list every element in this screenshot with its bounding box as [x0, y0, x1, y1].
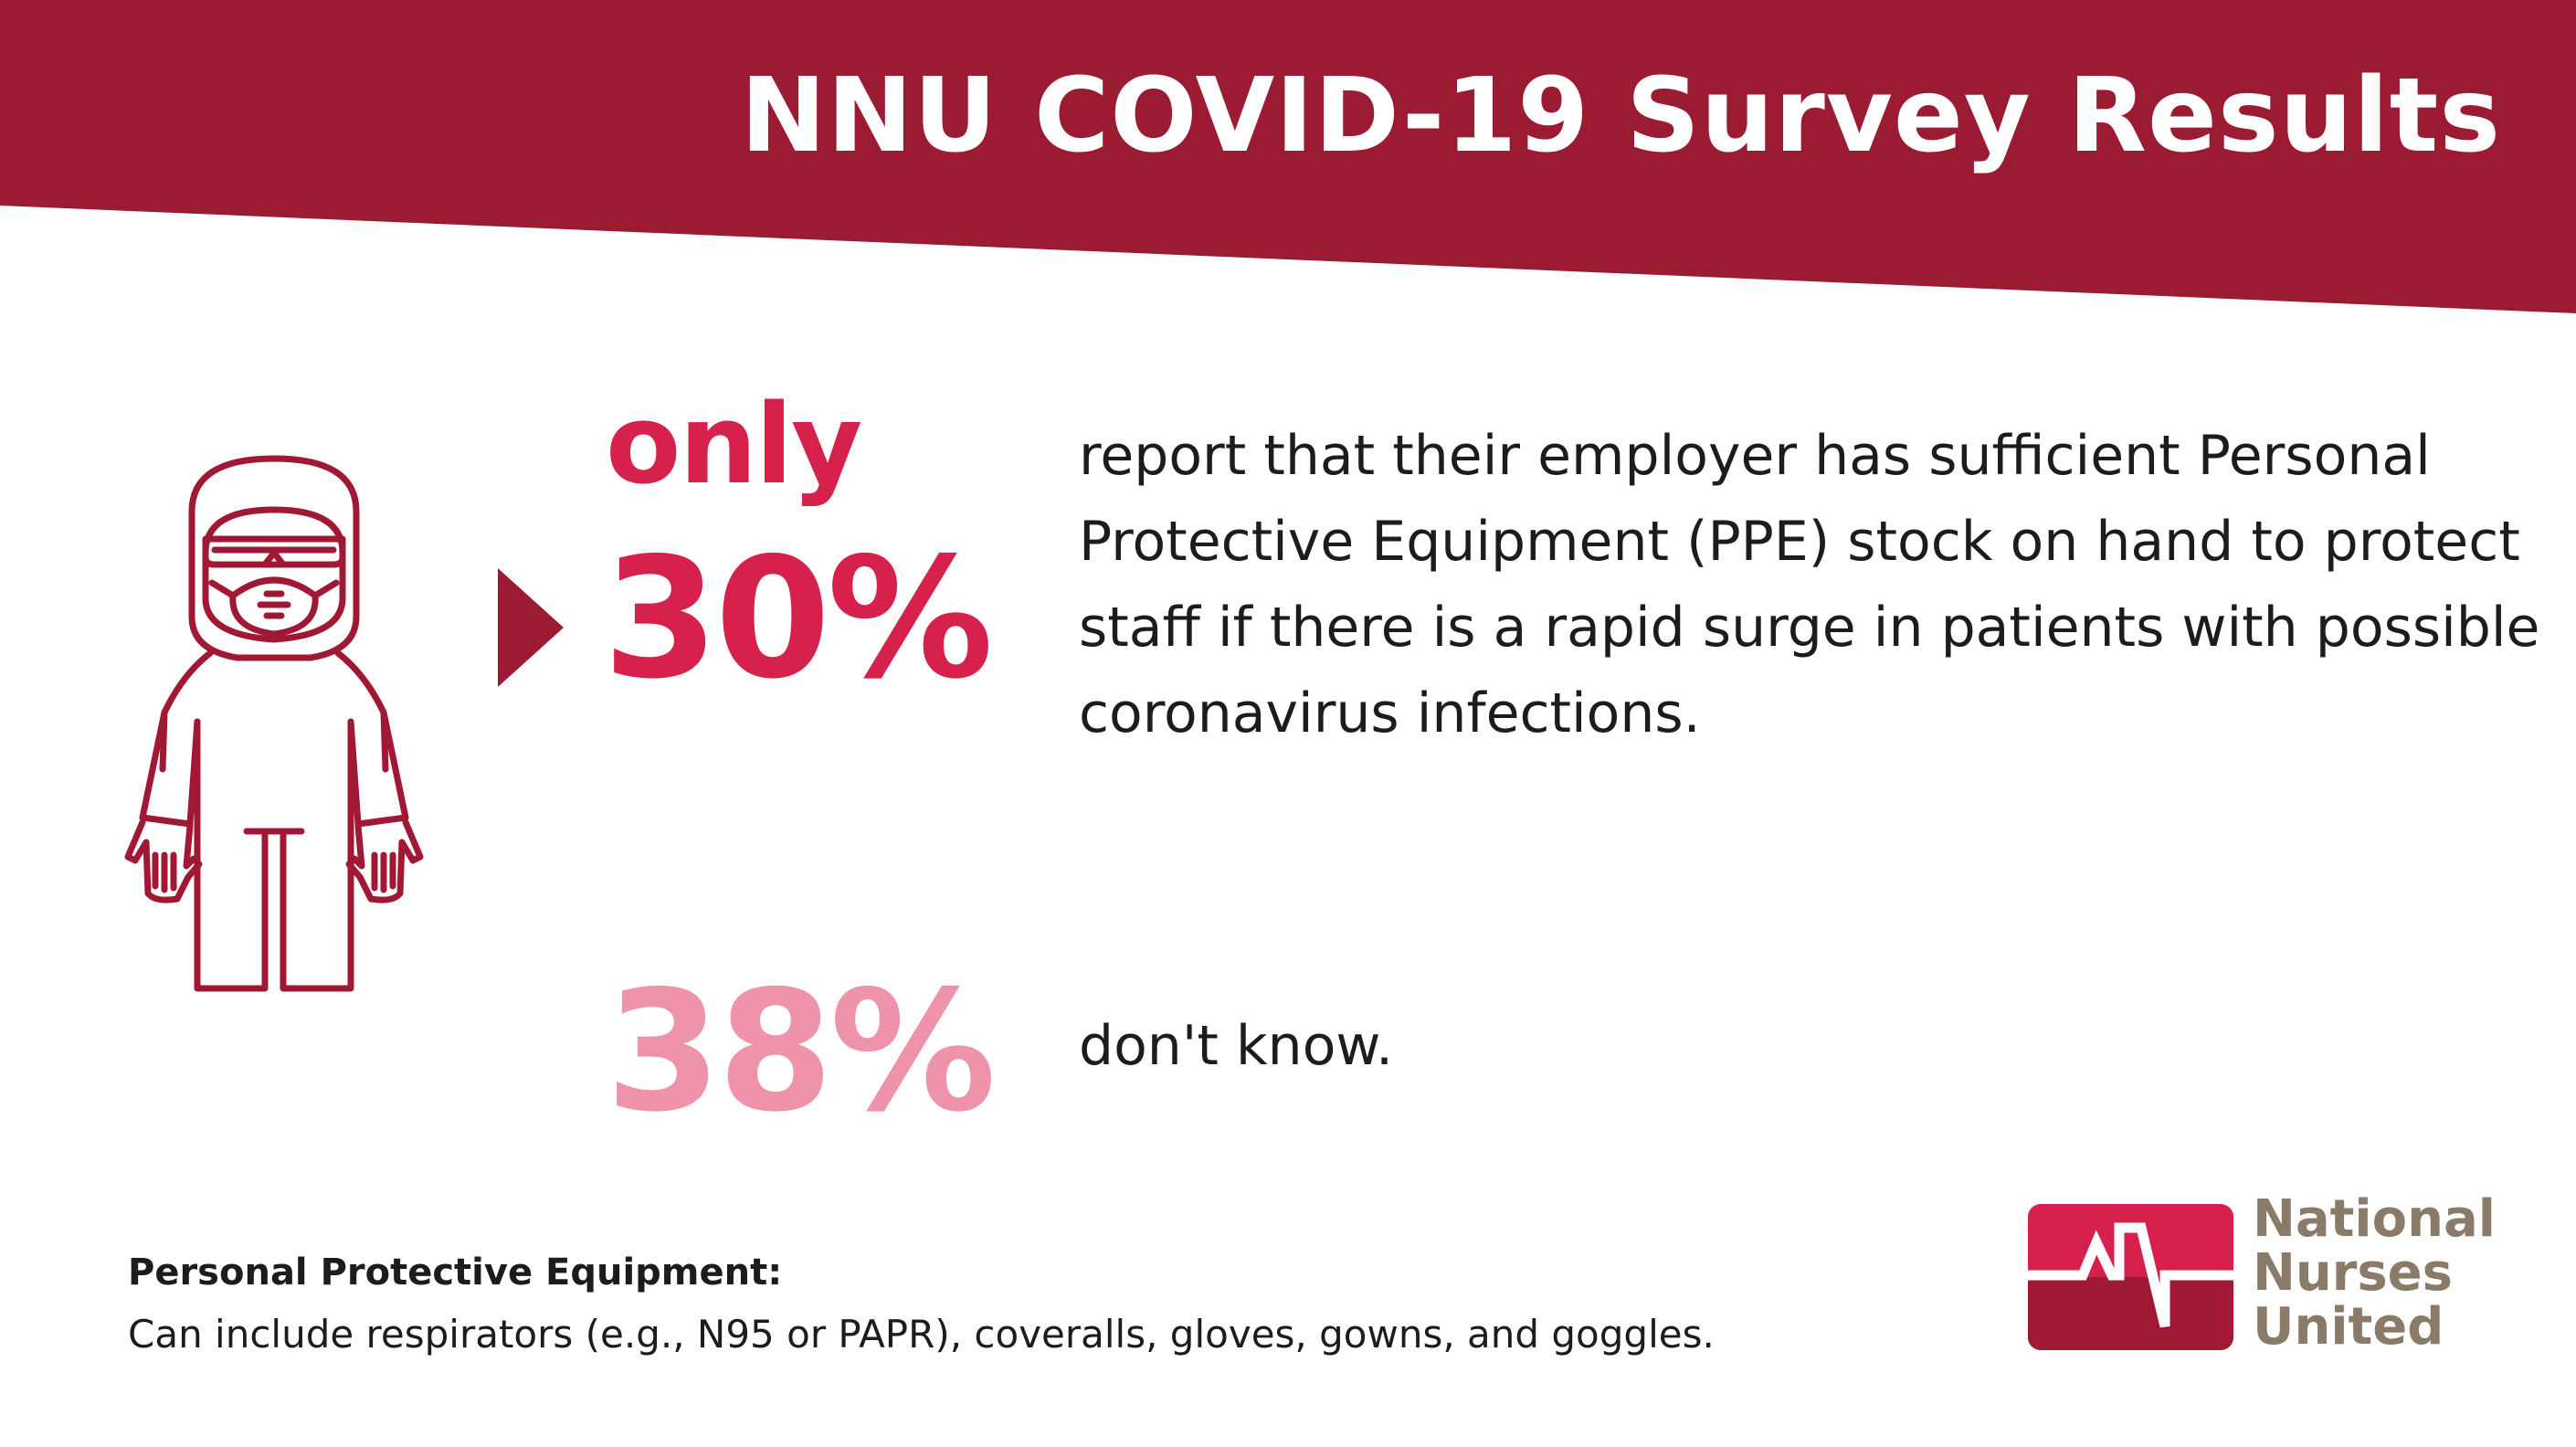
stat-value-primary: 30%: [603, 522, 994, 715]
stat-description-secondary: don't know.: [1079, 1014, 1394, 1078]
logo-line-1: National: [2253, 1189, 2496, 1249]
footnote-text: Can include respirators (e.g., N95 or PA…: [128, 1312, 1715, 1357]
stat-prefix: only: [606, 382, 862, 509]
stat-value-secondary: 38%: [606, 955, 997, 1148]
banner-shape: [0, 0, 2576, 313]
logo-line-3: United: [2253, 1297, 2444, 1357]
header-banner: [0, 0, 2576, 313]
logo-line-2: Nurses: [2253, 1243, 2453, 1303]
stat-description-primary: report that their employer has sufficien…: [1079, 424, 2540, 745]
triangle-arrow-icon: [498, 568, 564, 687]
ppe-suit-figure-icon: [124, 455, 424, 992]
nnu-logo-text: National Nurses United: [2253, 1192, 2496, 1354]
footnote-title: Personal Protective Equipment:: [128, 1252, 783, 1294]
nnu-logo-mark: [2028, 1204, 2233, 1350]
page-title: NNU COVID-19 Survey Results: [740, 57, 2501, 175]
